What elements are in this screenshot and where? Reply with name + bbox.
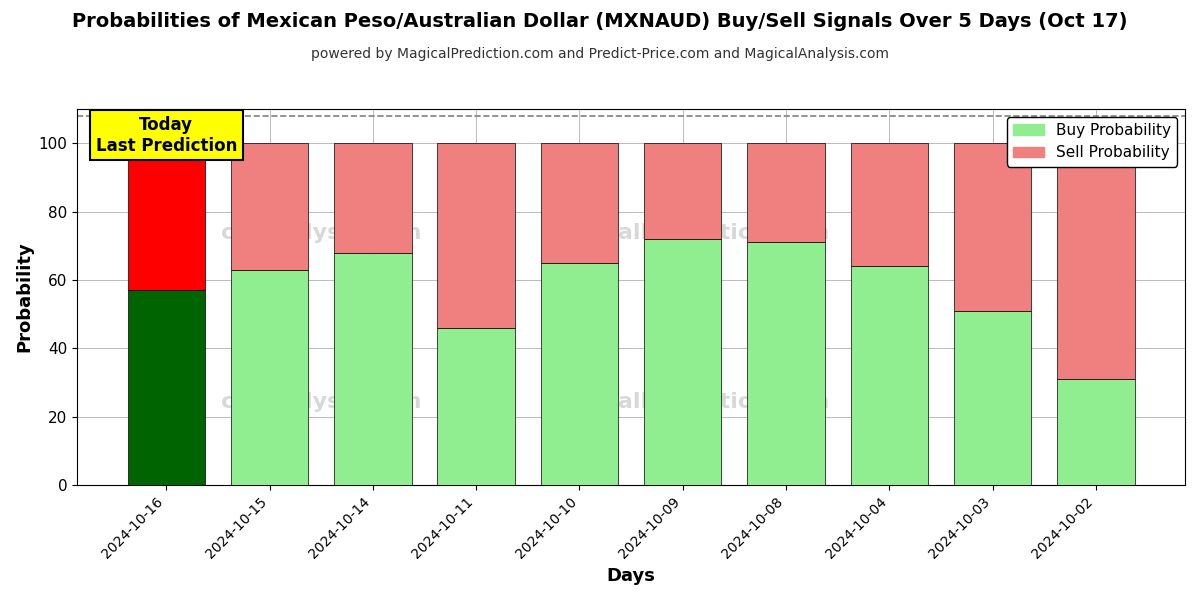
Bar <box>1057 143 1135 379</box>
Bar <box>127 290 205 485</box>
Bar <box>541 143 618 263</box>
Bar <box>748 143 824 242</box>
Bar <box>851 266 928 485</box>
Bar <box>541 263 618 485</box>
Bar <box>437 143 515 328</box>
Bar <box>334 143 412 253</box>
Bar <box>644 143 721 239</box>
Text: calAnalysis.com: calAnalysis.com <box>221 392 421 412</box>
X-axis label: Days: Days <box>607 567 655 585</box>
Bar <box>748 242 824 485</box>
Text: calAnalysis.com: calAnalysis.com <box>221 223 421 243</box>
Bar <box>127 143 205 290</box>
Text: Probabilities of Mexican Peso/Australian Dollar (MXNAUD) Buy/Sell Signals Over 5: Probabilities of Mexican Peso/Australian… <box>72 12 1128 31</box>
Legend: Buy Probability, Sell Probability: Buy Probability, Sell Probability <box>1007 116 1177 167</box>
Y-axis label: Probability: Probability <box>14 242 32 352</box>
Bar <box>954 143 1031 311</box>
Bar <box>1057 379 1135 485</box>
Bar <box>954 311 1031 485</box>
Text: powered by MagicalPrediction.com and Predict-Price.com and MagicalAnalysis.com: powered by MagicalPrediction.com and Pre… <box>311 47 889 61</box>
Bar <box>334 253 412 485</box>
Text: MagicalPrediction.com: MagicalPrediction.com <box>544 392 829 412</box>
Bar <box>644 239 721 485</box>
Text: Today
Last Prediction: Today Last Prediction <box>96 116 236 155</box>
Bar <box>230 270 308 485</box>
Bar <box>851 143 928 266</box>
Text: MagicalPrediction.com: MagicalPrediction.com <box>544 223 829 243</box>
Bar <box>437 328 515 485</box>
Bar <box>230 143 308 270</box>
